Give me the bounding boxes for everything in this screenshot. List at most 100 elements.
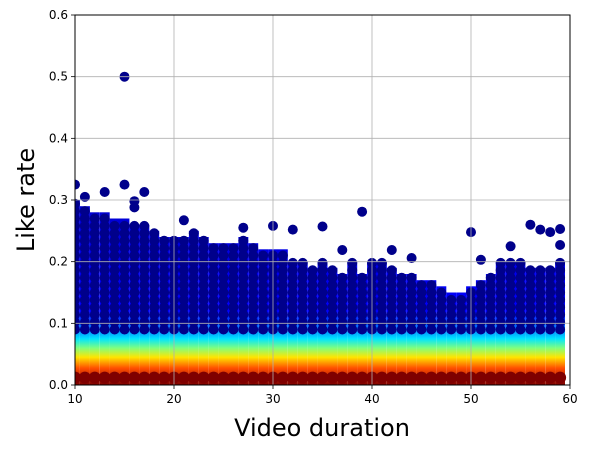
scatter-point <box>208 250 219 261</box>
scatter-point <box>287 287 298 298</box>
scatter-point <box>485 302 496 313</box>
density-core-point <box>375 371 388 384</box>
outlier-point <box>525 219 536 230</box>
scatter-point <box>129 309 140 320</box>
scatter-point <box>178 309 189 320</box>
scatter-point <box>139 324 150 335</box>
scatter-point <box>327 317 338 328</box>
scatter-point <box>287 280 298 291</box>
scatter-point <box>515 294 526 305</box>
scatter-point <box>198 302 209 313</box>
scatter-point <box>129 294 140 305</box>
scatter-point <box>545 309 556 320</box>
scatter-point <box>505 280 516 291</box>
scatter-point <box>277 317 288 328</box>
scatter-point <box>89 257 100 268</box>
scatter-point <box>99 235 110 246</box>
scatter-point <box>75 220 80 231</box>
scatter-point <box>396 324 407 335</box>
scatter-point <box>287 257 298 268</box>
scatter-point <box>188 272 199 283</box>
scatter-point <box>406 317 417 328</box>
scatter-point <box>99 317 110 328</box>
scatter-point <box>89 287 100 298</box>
scatter-point <box>396 317 407 328</box>
scatter-point <box>75 272 80 283</box>
scatter-point <box>347 302 358 313</box>
scatter-point <box>436 294 447 305</box>
scatter-point <box>178 302 189 313</box>
scatter-point <box>188 294 199 305</box>
scatter-point <box>139 309 150 320</box>
density-core-point <box>514 371 527 384</box>
scatter-point <box>475 317 486 328</box>
scatter-point <box>79 235 90 246</box>
density-core-point <box>237 371 250 384</box>
outlier-point <box>287 224 298 235</box>
scatter-point <box>535 280 546 291</box>
scatter-point <box>218 309 229 320</box>
scatter-point <box>357 309 368 320</box>
outlier-point <box>386 245 397 255</box>
scatter-point <box>327 265 338 276</box>
scatter-point <box>416 287 427 298</box>
scatter-point <box>99 257 110 268</box>
outlier-points <box>75 71 566 265</box>
scatter-point <box>287 265 298 276</box>
scatter-point <box>248 287 259 298</box>
scatter-point <box>545 294 556 305</box>
scatter-point <box>188 317 199 328</box>
density-core-point <box>78 371 91 384</box>
scatter-point <box>208 243 219 254</box>
scatter-point <box>159 287 170 298</box>
scatter-point <box>258 309 269 320</box>
scatter-point <box>456 324 467 335</box>
outlier-point <box>555 224 566 234</box>
scatter-point <box>475 324 486 335</box>
scatter-point <box>79 309 90 320</box>
scatter-point <box>75 317 80 328</box>
scatter-point <box>555 294 566 305</box>
scatter-point <box>89 317 100 328</box>
density-core-point <box>158 371 171 384</box>
density-core-point <box>217 371 230 384</box>
scatter-point <box>248 272 259 283</box>
scatter-point <box>406 287 417 298</box>
scatter-point <box>99 228 110 239</box>
scatter-point <box>416 280 427 291</box>
scatter-point <box>505 324 516 335</box>
density-core-point <box>276 371 289 384</box>
scatter-point <box>75 324 80 335</box>
scatter-point <box>198 309 209 320</box>
scatter-point <box>416 324 427 335</box>
scatter-point <box>317 272 328 283</box>
scatter-point <box>337 280 348 291</box>
scatter-point <box>475 287 486 298</box>
scatter-point <box>416 302 427 313</box>
scatter-point <box>238 324 249 335</box>
scatter-point <box>525 265 536 276</box>
scatter-point <box>89 302 100 313</box>
scatter-point <box>238 302 249 313</box>
scatter-point <box>555 265 566 276</box>
scatter-point <box>198 287 209 298</box>
scatter-point <box>129 250 140 261</box>
y-tick-label: 0.3 <box>49 193 68 207</box>
scatter-point <box>79 324 90 335</box>
x-tick-label: 10 <box>67 392 82 406</box>
scatter-point <box>109 265 120 276</box>
scatter-point <box>406 324 417 335</box>
scatter-point <box>347 287 358 298</box>
scatter-point <box>258 317 269 328</box>
scatter-point <box>109 257 120 268</box>
scatter-point <box>208 309 219 320</box>
y-tick-label: 0.0 <box>49 378 68 392</box>
scatter-point <box>208 324 219 335</box>
scatter-point <box>198 324 209 335</box>
scatter-point <box>376 287 387 298</box>
density-core-point <box>405 371 418 384</box>
scatter-point <box>525 317 536 328</box>
density-core-point <box>534 371 547 384</box>
scatter-point <box>129 272 140 283</box>
density-core-point <box>296 371 309 384</box>
